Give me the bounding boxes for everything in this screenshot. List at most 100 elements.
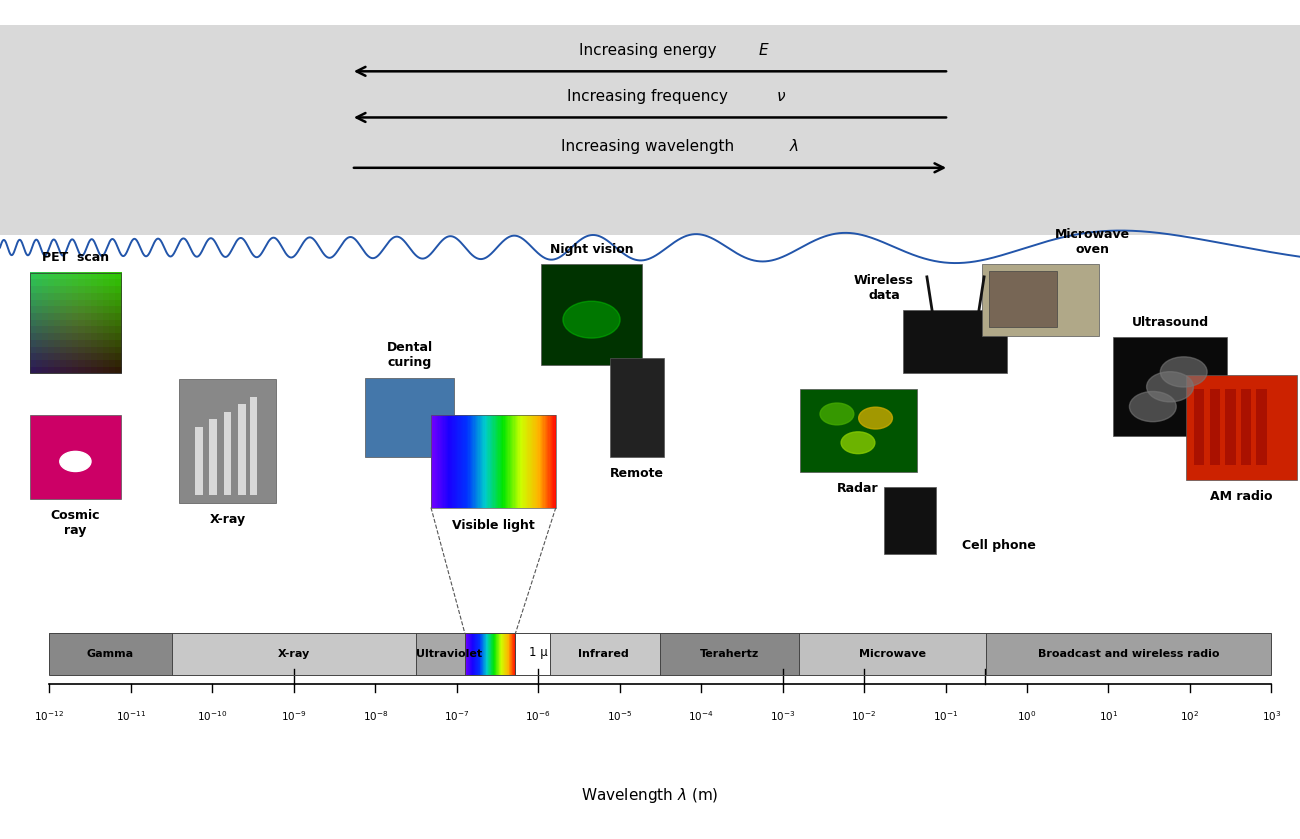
Bar xyxy=(365,378,454,457)
Bar xyxy=(500,415,503,508)
Bar xyxy=(48,346,56,353)
Bar xyxy=(103,279,111,286)
Bar xyxy=(485,415,486,508)
Circle shape xyxy=(60,451,91,472)
Bar xyxy=(84,366,92,373)
Bar xyxy=(78,319,86,326)
Circle shape xyxy=(1161,357,1208,387)
Bar xyxy=(78,312,86,320)
Bar xyxy=(78,272,86,279)
Bar xyxy=(238,404,246,495)
Bar xyxy=(30,312,38,320)
Bar xyxy=(456,415,458,508)
Bar xyxy=(540,415,541,508)
Bar xyxy=(459,415,460,508)
Bar xyxy=(60,346,68,353)
Bar xyxy=(494,415,497,508)
Bar xyxy=(48,359,56,367)
Bar xyxy=(498,415,501,508)
Bar xyxy=(55,272,61,279)
Bar xyxy=(1210,389,1221,465)
Bar xyxy=(42,332,49,340)
Bar xyxy=(114,312,122,320)
Bar xyxy=(114,319,122,326)
Bar xyxy=(73,366,79,373)
Bar xyxy=(42,352,49,360)
Bar xyxy=(443,415,445,508)
Bar xyxy=(536,415,537,508)
Bar xyxy=(91,279,98,286)
Bar xyxy=(109,326,116,333)
Bar xyxy=(109,305,116,313)
Bar xyxy=(96,346,104,353)
Text: $10^{-9}$: $10^{-9}$ xyxy=(281,709,307,722)
Bar xyxy=(30,339,38,347)
Bar xyxy=(78,332,86,340)
Bar xyxy=(109,299,116,306)
Bar xyxy=(60,319,68,326)
Bar xyxy=(36,279,43,286)
Bar xyxy=(91,319,98,326)
Text: $10^{3}$: $10^{3}$ xyxy=(1262,709,1280,722)
Bar xyxy=(538,415,539,508)
Text: Night vision: Night vision xyxy=(550,243,633,256)
Bar xyxy=(73,305,79,313)
Bar xyxy=(447,415,448,508)
Bar xyxy=(78,339,86,347)
Text: $10^{-1}$: $10^{-1}$ xyxy=(933,709,958,722)
Bar xyxy=(465,415,468,508)
Bar xyxy=(78,326,86,333)
Bar xyxy=(454,415,455,508)
Bar xyxy=(91,366,98,373)
Bar xyxy=(78,299,86,306)
Bar xyxy=(60,366,68,373)
Bar xyxy=(73,326,79,333)
Bar xyxy=(73,285,79,293)
Bar xyxy=(451,415,452,508)
Bar xyxy=(114,326,122,333)
Text: Terahertz: Terahertz xyxy=(699,649,759,659)
Bar xyxy=(91,326,98,333)
Bar xyxy=(523,415,524,508)
Bar xyxy=(114,352,122,360)
Bar xyxy=(1225,389,1236,465)
Bar xyxy=(462,415,463,508)
Bar xyxy=(510,415,511,508)
Bar xyxy=(30,415,121,499)
Bar xyxy=(42,272,49,279)
Bar xyxy=(36,312,43,320)
Bar xyxy=(524,415,525,508)
Bar xyxy=(91,312,98,320)
Text: $10^{-6}$: $10^{-6}$ xyxy=(525,709,551,722)
Bar xyxy=(989,271,1057,327)
Bar xyxy=(96,279,104,286)
Bar xyxy=(473,415,474,508)
Bar xyxy=(103,312,111,320)
Bar xyxy=(486,415,488,508)
Text: $10^{0}$: $10^{0}$ xyxy=(1018,709,1036,722)
Bar xyxy=(48,352,56,360)
Text: 1 mm: 1 mm xyxy=(766,646,800,659)
Bar xyxy=(491,415,493,508)
Bar xyxy=(464,415,467,508)
Bar xyxy=(434,415,437,508)
Bar xyxy=(467,415,469,508)
Bar xyxy=(30,366,38,373)
Bar xyxy=(78,346,86,353)
Bar xyxy=(42,326,49,333)
Bar xyxy=(515,415,516,508)
Bar xyxy=(30,352,38,360)
Bar xyxy=(439,415,442,508)
Bar xyxy=(103,272,111,279)
Bar xyxy=(96,272,104,279)
Bar xyxy=(36,285,43,293)
Bar xyxy=(78,285,86,293)
Bar xyxy=(511,415,512,508)
Bar xyxy=(73,292,79,300)
Bar xyxy=(30,273,121,373)
Bar xyxy=(84,332,92,340)
Bar xyxy=(55,359,61,367)
Text: $10^{1}$: $10^{1}$ xyxy=(1098,709,1118,722)
Bar xyxy=(36,326,43,333)
Bar xyxy=(66,346,74,353)
